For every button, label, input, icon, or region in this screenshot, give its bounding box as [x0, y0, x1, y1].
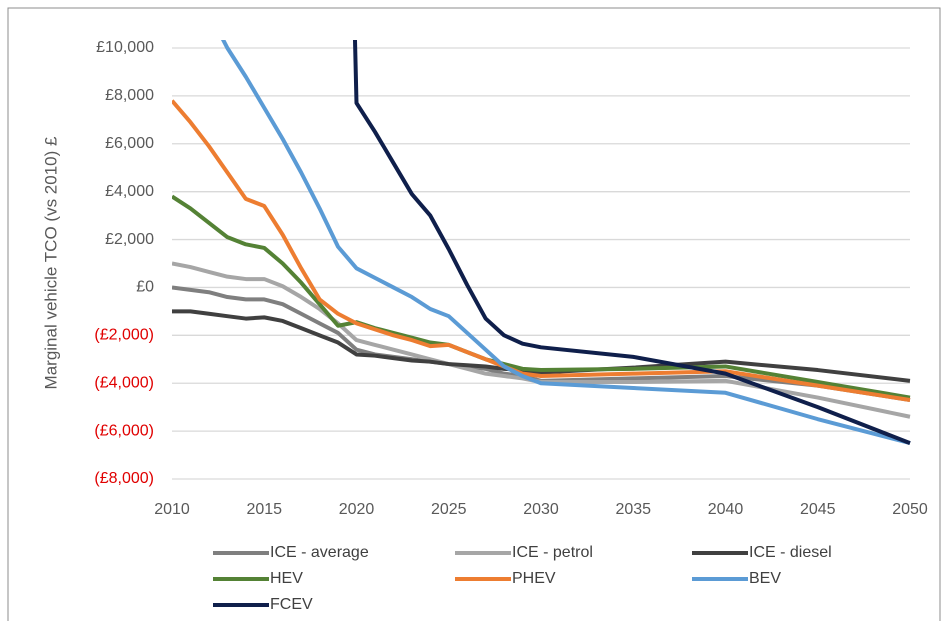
- x-tick-label: 2010: [154, 501, 190, 518]
- legend-label: ICE - average: [270, 544, 369, 561]
- y-tick-label: £4,000: [105, 183, 154, 200]
- series-line: [172, 261, 911, 419]
- y-tick-label: £8,000: [105, 87, 154, 104]
- x-tick-label: 2050: [892, 501, 928, 518]
- y-axis-title: Marginal vehicle TCO (vs 2010) £: [41, 136, 60, 389]
- x-tick-label: 2030: [523, 501, 559, 518]
- x-tick-label: 2045: [800, 501, 836, 518]
- series-line: [220, 40, 911, 446]
- y-tick-label: (£8,000): [94, 470, 154, 487]
- series-line: [172, 99, 911, 402]
- y-tick-label: £10,000: [96, 39, 154, 56]
- legend-label: HEV: [270, 570, 303, 587]
- x-tick-label: 2020: [339, 501, 375, 518]
- x-tick-label: 2035: [615, 501, 651, 518]
- series-line: [172, 194, 911, 400]
- frame: [7, 7, 941, 621]
- legend-label: FCEV: [270, 596, 313, 613]
- y-tick-label: £2,000: [105, 231, 154, 248]
- y-tick-label: (£6,000): [94, 422, 154, 439]
- legend-label: ICE - diesel: [749, 544, 832, 561]
- x-tick-label: 2040: [708, 501, 744, 518]
- y-tick-label: £6,000: [105, 135, 154, 152]
- y-tick-label: (£2,000): [94, 327, 154, 344]
- x-tick-label: 2025: [431, 501, 467, 518]
- series-line: [172, 309, 911, 383]
- series-line: [352, 40, 911, 445]
- legend-label: BEV: [749, 570, 781, 587]
- legend-label: PHEV: [512, 570, 556, 587]
- y-tick-label: £0: [136, 279, 154, 296]
- legend-label: ICE - petrol: [512, 544, 593, 561]
- y-tick-label: (£4,000): [94, 374, 154, 391]
- x-tick-label: 2015: [246, 501, 282, 518]
